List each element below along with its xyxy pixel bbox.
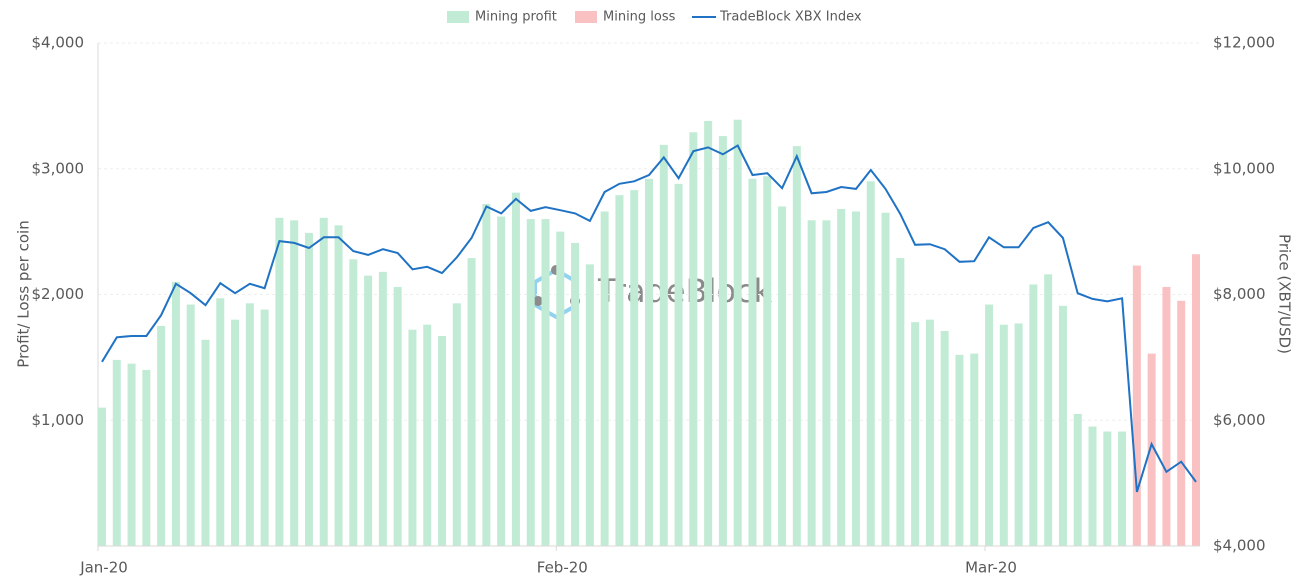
bar (630, 190, 639, 546)
bar (911, 322, 920, 546)
bar (718, 136, 727, 546)
y-tick-label: $3,000 (32, 159, 85, 177)
bar (349, 259, 358, 546)
bar (985, 304, 994, 546)
bar (851, 211, 860, 546)
bar (733, 119, 742, 547)
bar (364, 275, 373, 546)
bar (940, 330, 949, 546)
bar (142, 369, 151, 546)
bar (748, 178, 757, 546)
bar (98, 407, 106, 546)
bar (201, 339, 210, 546)
bar (393, 286, 402, 546)
legend-label: Mining loss (603, 10, 676, 25)
bar (1118, 431, 1127, 546)
bar (1044, 274, 1053, 546)
bar (1014, 323, 1023, 546)
bar (290, 220, 299, 546)
bar (778, 206, 787, 546)
bar (1192, 254, 1200, 546)
bar (511, 192, 520, 546)
legend-label: TradeBlock XBX Index (719, 10, 862, 25)
legend-label: Mining profit (475, 10, 557, 25)
bar (807, 220, 816, 546)
bar (645, 178, 653, 546)
bar (674, 183, 683, 546)
bar (1132, 265, 1141, 546)
y2-tick-label: $6,000 (1213, 411, 1266, 429)
bar (689, 132, 698, 546)
bar (615, 195, 624, 546)
y-tick-label: $2,000 (32, 285, 85, 303)
bar (1073, 413, 1082, 546)
y2-tick-label: $4,000 (1213, 537, 1266, 555)
y-tick-label: $4,000 (32, 34, 85, 52)
bar (866, 181, 875, 546)
bar (585, 264, 594, 546)
bar (157, 325, 166, 546)
y2-tick-label: $8,000 (1213, 285, 1266, 303)
bar (1029, 284, 1038, 546)
bar (112, 359, 121, 546)
bar (925, 319, 934, 546)
legend-swatch (447, 11, 469, 23)
bar (955, 354, 964, 546)
bar (881, 212, 890, 546)
y2-tick-label: $10,000 (1213, 159, 1275, 177)
bar (378, 271, 387, 546)
bar (408, 329, 417, 546)
bar (497, 216, 506, 546)
bar (334, 225, 343, 546)
y2-axis-label: Price (XBT/USD) (1276, 234, 1294, 354)
x-tick-label: Feb-20 (537, 559, 588, 577)
bar (571, 242, 580, 546)
legend-swatch (575, 11, 597, 23)
bar (600, 211, 609, 546)
bar (1058, 305, 1067, 546)
bar (260, 309, 269, 546)
bar (659, 144, 668, 547)
x-tick-label: Jan-20 (79, 559, 128, 577)
bar (792, 146, 801, 547)
bar (216, 298, 225, 546)
bar (1103, 431, 1112, 546)
y2-tick-label: $12,000 (1213, 34, 1275, 52)
bar (1088, 426, 1097, 546)
bar (304, 232, 313, 546)
bar (452, 303, 461, 546)
bar (319, 217, 328, 547)
bar (482, 203, 491, 546)
bar (1162, 286, 1171, 546)
bar (438, 335, 447, 546)
bar (970, 353, 979, 546)
bar (171, 281, 180, 546)
bar (763, 176, 772, 547)
bar (1177, 300, 1186, 546)
bar (127, 363, 136, 546)
bar (423, 324, 432, 546)
bar (896, 258, 905, 546)
bar (999, 324, 1008, 546)
bar (541, 219, 550, 547)
bar (186, 304, 195, 546)
y-axis-label: Profit/ Loss per coin (15, 220, 33, 367)
bar (467, 258, 476, 546)
bar (231, 319, 240, 546)
bar (837, 208, 846, 547)
x-tick-label: Mar-20 (965, 559, 1017, 577)
bar (275, 217, 284, 547)
y-tick-label: $1,000 (32, 411, 85, 429)
bar (704, 120, 713, 546)
line (101, 144, 1197, 493)
bar (822, 220, 831, 546)
bar (245, 303, 254, 546)
bar (1147, 353, 1156, 546)
bar (556, 231, 565, 546)
watermark: TradeBlock (597, 272, 773, 310)
bar (526, 219, 535, 547)
